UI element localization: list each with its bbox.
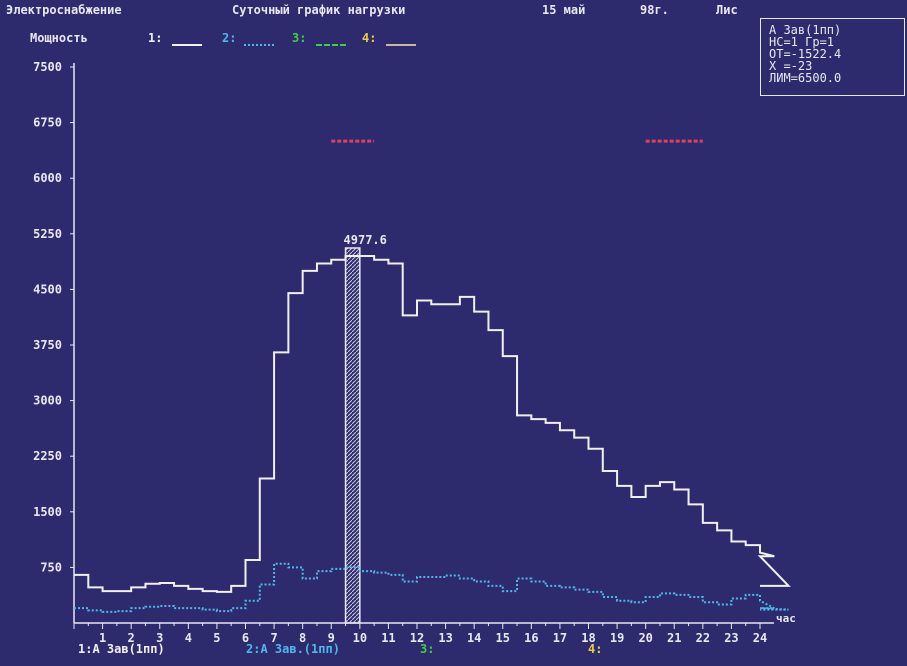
x-tick-label-7: 7	[270, 631, 277, 645]
x-tick-label-18: 18	[581, 631, 595, 645]
info-line-1: А Зав(1пп)	[769, 23, 842, 37]
x-tick-label-21: 21	[667, 631, 681, 645]
y-tick-label-2250: 2250	[33, 449, 62, 463]
x-tick-label-17: 17	[553, 631, 567, 645]
x-tick-label-10: 10	[353, 631, 367, 645]
bottom-legend-3: 3:	[420, 642, 435, 656]
x-tick-label-23: 23	[724, 631, 738, 645]
power-label: Мощность	[30, 31, 88, 45]
x-tick-label-15: 15	[496, 631, 510, 645]
y-tick-label-6000: 6000	[33, 171, 62, 185]
cursor-info-box: А Зав(1пп) НС=1 Гр=1 ОТ=-1522.4 Х =-23 Л…	[760, 18, 905, 96]
x-tick-label-24: 24	[753, 631, 767, 645]
bottom-legend-4: 4:	[588, 642, 603, 656]
legend-swatch-4	[386, 44, 416, 46]
info-line-2: НС=1 Гр=1	[769, 35, 835, 49]
x-tick-label-5: 5	[213, 631, 220, 645]
y-tick-label-3000: 3000	[33, 394, 62, 408]
app-title: Электроснабжение	[6, 3, 122, 17]
legend-key-4: 4:	[362, 31, 377, 45]
series-line-2	[74, 562, 789, 613]
y-tick-label-1500: 1500	[33, 505, 62, 519]
x-tick-label-12: 12	[410, 631, 424, 645]
info-line-5: ЛИМ=6500.0	[769, 71, 842, 85]
legend-swatch-3	[316, 44, 346, 46]
x-axis-label: час	[776, 612, 796, 625]
cursor-value-label: 4977.6	[344, 233, 387, 247]
y-tick-label-3750: 3750	[33, 338, 62, 352]
x-tick-label-13: 13	[438, 631, 452, 645]
x-tick-label-16: 16	[524, 631, 538, 645]
x-tick-label-2: 2	[128, 631, 135, 645]
info-line-4: Х =-23	[769, 59, 813, 73]
legend-key-3: 3:	[292, 31, 307, 45]
x-tick-label-11: 11	[381, 631, 395, 645]
y-tick-label-6750: 6750	[33, 116, 62, 130]
x-tick-label-1: 1	[99, 631, 106, 645]
year-label: 98г.	[640, 3, 669, 17]
y-tick-label-5250: 5250	[33, 227, 62, 241]
info-line-3: ОТ=-1522.4	[769, 47, 842, 61]
y-tick-label-4500: 4500	[33, 282, 62, 296]
y-tick-label-750: 750	[40, 560, 62, 574]
x-tick-label-20: 20	[638, 631, 652, 645]
date-label: 15 май	[542, 3, 586, 17]
legend-swatch-2	[244, 44, 274, 46]
legend-key-1: 1:	[148, 31, 163, 45]
chart-title: Суточный график нагрузки	[232, 3, 406, 17]
x-tick-label-8: 8	[299, 631, 306, 645]
legend-swatch-1	[172, 44, 202, 46]
x-tick-label-14: 14	[467, 631, 481, 645]
x-tick-label-3: 3	[156, 631, 163, 645]
bottom-legend-1: 1:А Зав(1пп)	[78, 642, 165, 656]
bottom-legend-2: 2:А Зав.(1пп)	[246, 642, 340, 656]
sheet-label: Лис	[716, 3, 738, 17]
x-tick-label-22: 22	[696, 631, 710, 645]
cursor-column	[344, 247, 361, 624]
x-tick-label-19: 19	[610, 631, 624, 645]
legend-key-2: 2:	[222, 31, 237, 45]
series-line-1	[74, 255, 791, 593]
x-tick-label-6: 6	[242, 631, 249, 645]
y-tick-label-7500: 7500	[33, 60, 62, 74]
x-tick-label-9: 9	[328, 631, 335, 645]
x-tick-label-4: 4	[185, 631, 192, 645]
